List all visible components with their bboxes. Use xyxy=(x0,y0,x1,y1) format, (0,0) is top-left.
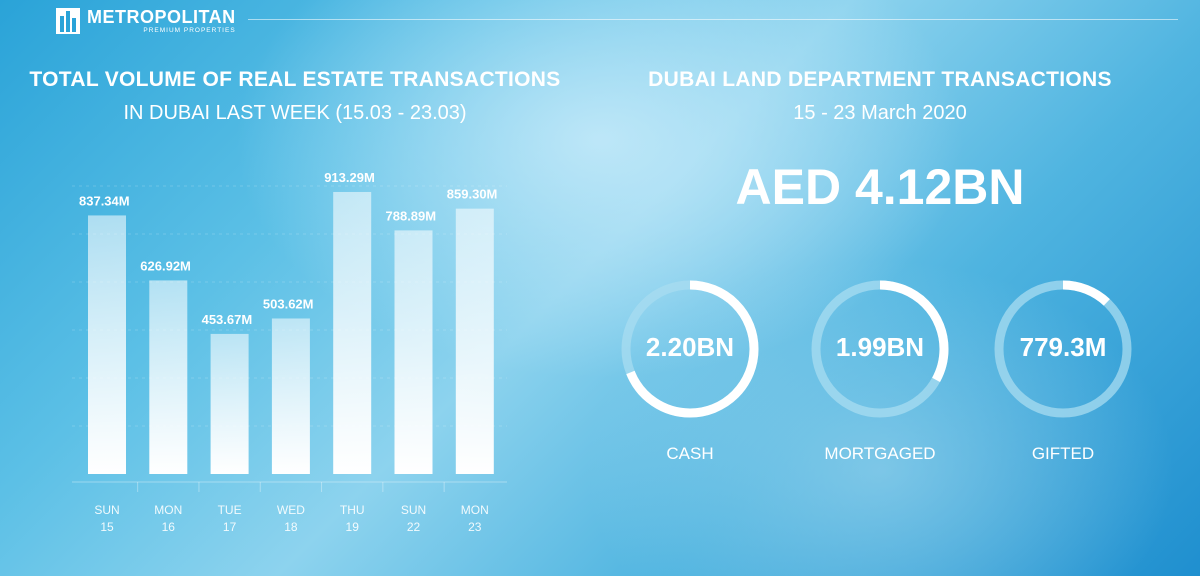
bar-value-label: 503.62M xyxy=(263,296,314,311)
x-tick-day: MON xyxy=(461,503,489,517)
chart-title-line1: TOTAL VOLUME OF REAL ESTATE TRANSACTIONS xyxy=(29,68,561,91)
summary-title-line1: DUBAI LAND DEPARTMENT TRANSACTIONS xyxy=(648,68,1112,91)
gifted-label: GIFTED xyxy=(1031,444,1095,463)
transactions-bar-chart: 837.34M 626.92M 453.67M 503.62M 913.29M 788.8… xyxy=(72,170,507,534)
mortgaged-ring xyxy=(811,280,949,418)
gifted-value: 779.3M xyxy=(1019,332,1107,362)
bar xyxy=(88,215,126,474)
bar xyxy=(210,333,249,474)
brand-logo: METROPOLITAN PREMIUM PROPERTIES xyxy=(55,4,236,38)
bar-value-label: 788.89M xyxy=(386,208,437,223)
bar xyxy=(333,191,372,474)
x-tick-date: 23 xyxy=(468,520,482,534)
summary-title-line2: 15 - 23 March 2020 xyxy=(793,102,967,124)
summary-title: DUBAI LAND DEPARTMENT TRANSACTIONS 15 - … xyxy=(600,68,1160,125)
x-tick-day: THU xyxy=(340,503,365,517)
bar-value-label: 626.92M xyxy=(140,258,191,273)
x-tick-day: SUN xyxy=(94,503,119,517)
mortgaged-donut: 1.99BN xyxy=(808,277,952,421)
bar xyxy=(455,208,494,474)
bar-value-label: 913.29M xyxy=(324,170,375,185)
chart-title-line2: IN DUBAI LAST WEEK (15.03 - 23.03) xyxy=(123,102,467,124)
bar-value-label: 859.30M xyxy=(447,187,498,202)
x-tick-date: 19 xyxy=(346,520,360,534)
x-tick-day: TUE xyxy=(218,503,242,517)
x-tick-day: SUN xyxy=(401,503,426,517)
cash-donut: 2.20BN xyxy=(618,277,762,421)
brand-name: METROPOLITAN xyxy=(87,7,236,27)
cash-value: 2.20BN xyxy=(645,332,735,362)
x-tick-date: 22 xyxy=(407,520,421,534)
x-tick-day: MON xyxy=(154,503,182,517)
chart-title: TOTAL VOLUME OF REAL ESTATE TRANSACTIONS… xyxy=(0,68,590,125)
x-tick-date: 17 xyxy=(223,520,237,534)
x-tick-date: 16 xyxy=(162,520,176,534)
bar-value-label: 837.34M xyxy=(79,193,130,208)
gifted-donut: 779.3M xyxy=(991,277,1135,421)
cash-ring xyxy=(621,280,759,418)
bar xyxy=(394,230,433,474)
bar-value-label: 453.67M xyxy=(202,312,253,327)
x-tick-day: WED xyxy=(277,503,305,517)
brand-tagline: PREMIUM PROPERTIES xyxy=(143,27,236,34)
x-tick-date: 18 xyxy=(284,520,298,534)
gifted-ring xyxy=(994,280,1132,418)
bar xyxy=(271,318,310,474)
cash-label: CASH xyxy=(666,444,714,463)
mortgaged-value: 1.99BN xyxy=(835,332,925,362)
x-tick-date: 15 xyxy=(100,520,114,534)
building-icon xyxy=(55,7,81,35)
total-value: AED 4.12BN xyxy=(735,159,1025,215)
mortgaged-label: MORTGAGED xyxy=(824,444,936,463)
header-divider xyxy=(248,19,1178,20)
bar xyxy=(149,280,188,474)
